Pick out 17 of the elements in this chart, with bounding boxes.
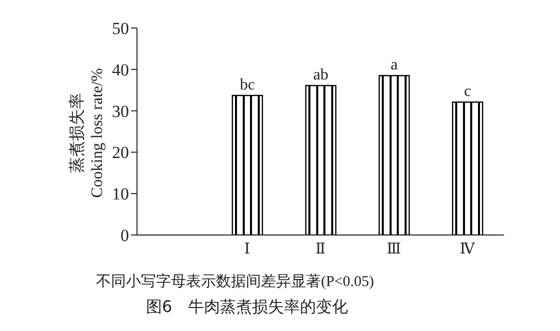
x-tick-label: Ⅱ: [315, 242, 326, 258]
data-label: a: [390, 56, 398, 74]
x-tick-label: Ⅰ: [244, 242, 250, 258]
y-tick-label: 30: [112, 102, 129, 121]
y-tick-label: 40: [112, 60, 129, 80]
text: 图6 牛肉蒸煮损失率的变化: [146, 297, 350, 318]
y-tick-label: 50: [112, 19, 129, 38]
data-label: c: [464, 83, 472, 100]
x-tick-label: Ⅲ: [386, 242, 402, 258]
data-label: ab: [313, 66, 328, 84]
text: 不同小写字母表示数据间差异显著(P<0.05): [96, 272, 376, 291]
y-tick-label: 10: [112, 184, 129, 204]
y-tick-label: 20: [112, 143, 129, 162]
data-label: bc: [240, 76, 255, 94]
y-axis-title: 蒸煮损失率 Cooking loss rate/%: [68, 68, 106, 198]
y-tick-label: 0: [120, 226, 129, 246]
x-tick-label: Ⅳ: [460, 242, 476, 258]
